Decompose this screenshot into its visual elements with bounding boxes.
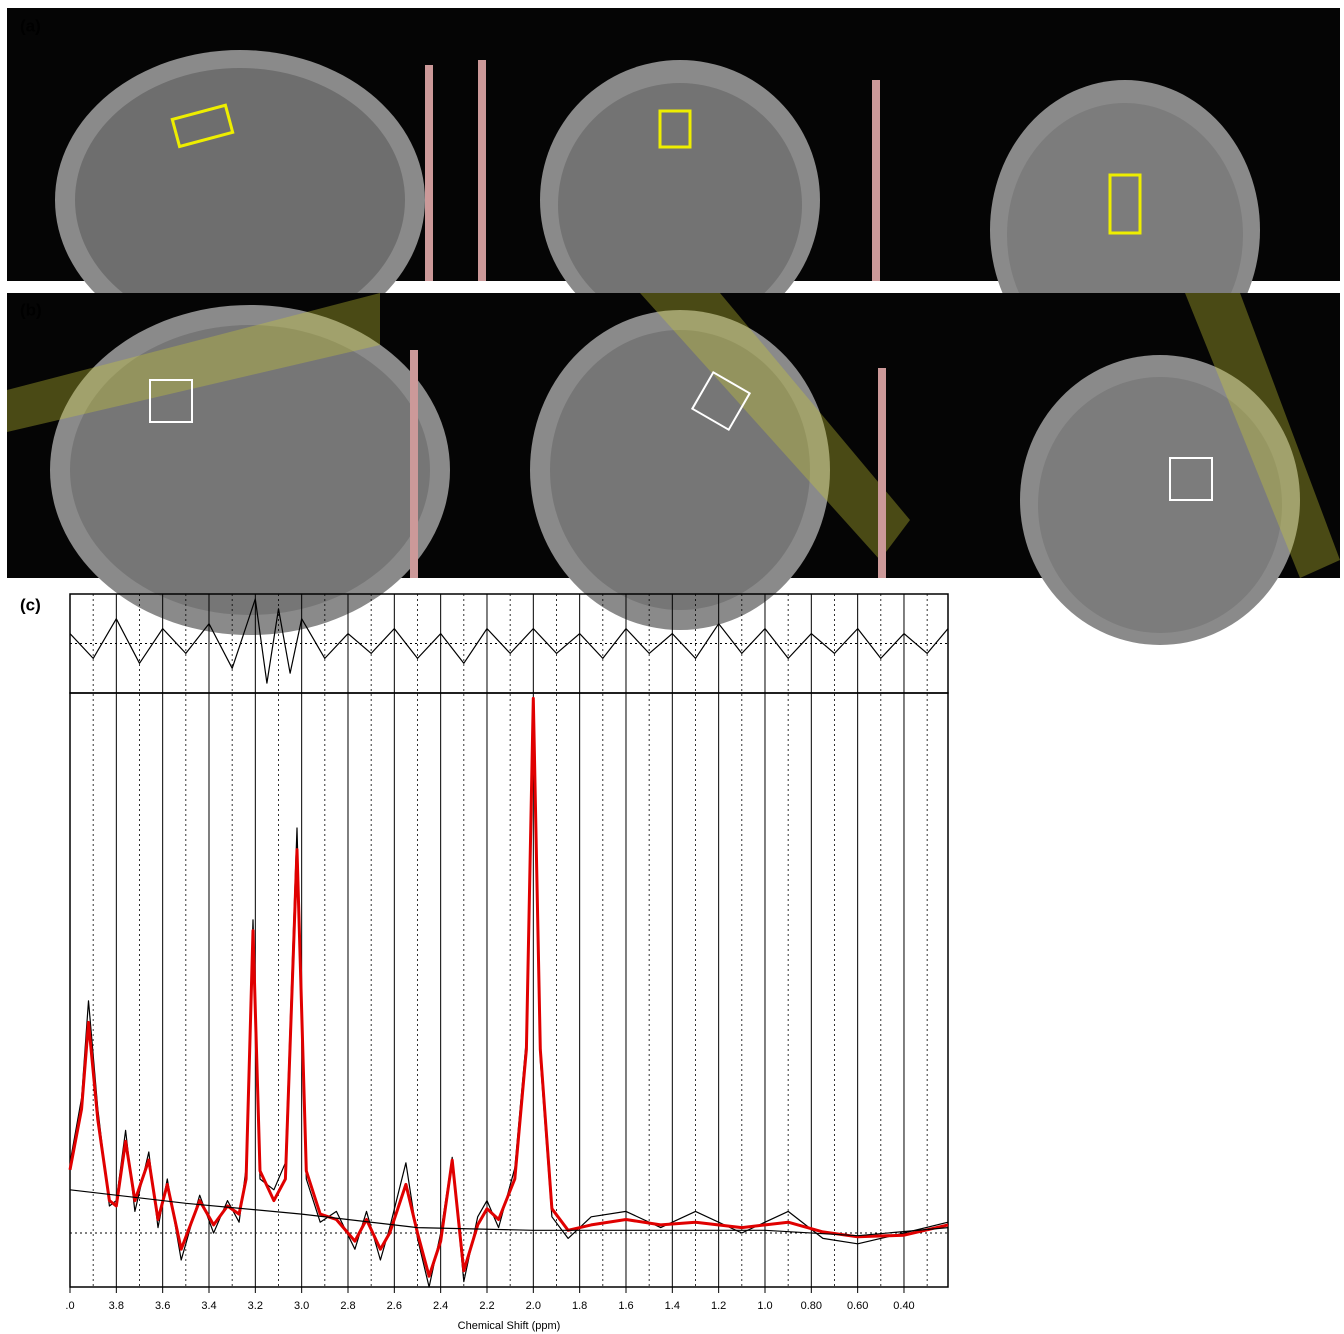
series-line: [69, 598, 949, 684]
x-tick-label: 2.0: [526, 1300, 541, 1312]
panel-label: (c): [20, 595, 41, 614]
x-tick-label: .0: [65, 1300, 74, 1312]
x-tick-label: 3.0: [294, 1300, 309, 1312]
x-tick-label: 2.8: [340, 1300, 355, 1312]
x-tick-label: 3.2: [248, 1300, 263, 1312]
x-tick-label: 2.6: [387, 1300, 402, 1312]
plot-frame: [69, 692, 949, 1288]
x-tick-label: 2.2: [479, 1300, 494, 1312]
x-tick-label: 1.4: [665, 1300, 680, 1312]
x-tick-label: 1.8: [572, 1300, 587, 1312]
x-tick-label: 0.80: [801, 1300, 822, 1312]
series-line: [68, 696, 949, 1278]
panel-label: (a): [20, 16, 41, 35]
x-tick-label: 1.2: [711, 1300, 726, 1312]
x-tick-label: 0.40: [893, 1300, 914, 1312]
panel-label: (b): [20, 300, 42, 319]
series-line: [69, 1189, 949, 1237]
x-axis-title: Chemical Shift (ppm): [458, 1320, 561, 1332]
panel-b-images: [7, 293, 1340, 645]
x-tick-label: 1.0: [757, 1300, 772, 1312]
x-tick-label: 0.60: [847, 1300, 868, 1312]
x-tick-label: 3.6: [155, 1300, 170, 1312]
x-tick-label: 3.8: [109, 1300, 124, 1312]
series-line: [69, 697, 949, 1288]
x-tick-label: 1.6: [618, 1300, 633, 1312]
x-tick-label: 3.4: [201, 1300, 216, 1312]
x-tick-label: 2.4: [433, 1300, 448, 1312]
